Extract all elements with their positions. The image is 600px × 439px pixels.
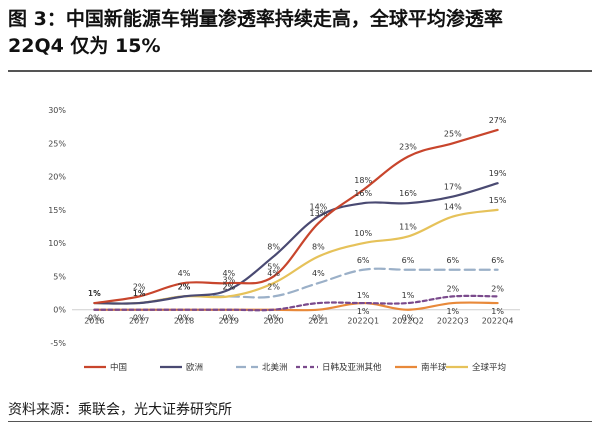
- series-layer: [93, 128, 499, 312]
- y-tick-label: 10%: [48, 239, 66, 248]
- data-label: 17%: [444, 183, 462, 192]
- series-line-0: [93, 128, 499, 305]
- legend-label: 北美洲: [262, 362, 288, 373]
- bottom-divider: [8, 421, 592, 422]
- data-label: 1%: [88, 289, 101, 298]
- data-label: 2%: [133, 282, 146, 291]
- data-label: 6%: [491, 256, 504, 265]
- data-label: 27%: [489, 116, 507, 125]
- data-label: 2%: [178, 282, 191, 291]
- data-label: 14%: [310, 203, 328, 212]
- data-label: 6%: [446, 256, 459, 265]
- data-label: 13%: [310, 209, 328, 218]
- series-line-3: [93, 294, 499, 312]
- data-label: 0%: [88, 314, 101, 323]
- data-label: 1%: [357, 307, 370, 316]
- x-tick-label: 2016: [84, 317, 104, 326]
- data-label: 3%: [222, 276, 235, 285]
- data-label: 19%: [489, 169, 507, 178]
- y-tick-label: 30%: [48, 106, 66, 115]
- data-label: 1%: [357, 291, 370, 300]
- data-label: 6%: [357, 256, 370, 265]
- title-divider: [8, 70, 592, 72]
- series-line-1: [93, 182, 499, 305]
- data-label: 16%: [354, 189, 372, 198]
- data-label: 1%: [88, 289, 101, 298]
- data-label: 1%: [88, 289, 101, 298]
- data-label: 23%: [399, 143, 417, 152]
- data-label: 14%: [444, 203, 462, 212]
- data-label: 2%: [446, 284, 459, 293]
- data-label: 11%: [399, 222, 417, 231]
- data-label: 2%: [178, 282, 191, 291]
- legend-label: 日韩及亚洲其他: [322, 362, 382, 373]
- data-label: 1%: [446, 307, 459, 316]
- data-label: 0%: [402, 314, 415, 323]
- data-label: 25%: [444, 129, 462, 138]
- data-label: 0%: [133, 314, 146, 323]
- data-label: 8%: [267, 242, 280, 251]
- x-tick-label: 2022Q3: [437, 317, 469, 326]
- data-label: 2%: [178, 282, 191, 291]
- x-tick-label: 2019: [219, 317, 239, 326]
- data-label: 4%: [178, 269, 191, 278]
- y-tick-label: 5%: [53, 272, 66, 281]
- data-label: 1%: [402, 291, 415, 300]
- data-label: 2%: [222, 282, 235, 291]
- data-label: 1%: [133, 289, 146, 298]
- data-label: 18%: [354, 176, 372, 185]
- data-label: 1%: [133, 289, 146, 298]
- data-label: 5%: [267, 262, 280, 271]
- x-tick-label: 2022Q1: [347, 317, 379, 326]
- data-label: 1%: [133, 289, 146, 298]
- y-tick-label: 15%: [48, 206, 66, 215]
- data-label: 6%: [402, 256, 415, 265]
- data-label: 15%: [489, 196, 507, 205]
- data-label: 1%: [491, 307, 504, 316]
- chart-title-line1: 图 3：中国新能源车销量渗透率持续走高，全球平均渗透率: [8, 8, 503, 30]
- y-tick-label: 25%: [48, 139, 66, 148]
- x-tick-label: 2017: [129, 317, 149, 326]
- legend-label: 欧洲: [186, 362, 203, 373]
- data-label: 2%: [267, 282, 280, 291]
- x-tick-label: 2021: [308, 317, 328, 326]
- data-label: 0%: [312, 314, 325, 323]
- data-label: 2%: [491, 284, 504, 293]
- legend-label: 中国: [110, 362, 127, 373]
- data-label: 0%: [267, 314, 280, 323]
- legend: 中国 欧洲 北美洲 日韩及亚洲其他 南半球 全球平均: [84, 362, 506, 373]
- data-label: 4%: [222, 269, 235, 278]
- data-label: 8%: [312, 242, 325, 251]
- chart-title-line2: 22Q4 仅为 15%: [8, 35, 161, 57]
- data-label: 4%: [267, 269, 280, 278]
- y-tick-label: -5%: [50, 339, 66, 348]
- data-label-layer: 1%2%4% 4%5%13%18%23%25%27%1% 1%2%3%8%14%16…: [88, 116, 507, 323]
- data-label: 10%: [354, 229, 372, 238]
- x-tick-label: 2018: [174, 317, 194, 326]
- data-label: 0%: [178, 314, 191, 323]
- x-tick-label: 2020: [263, 317, 283, 326]
- y-tick-label: 0%: [53, 306, 66, 315]
- data-label: 4%: [312, 269, 325, 278]
- legend-label: 南半球: [421, 362, 447, 373]
- x-tick-label: 2022Q2: [392, 317, 424, 326]
- chart-title: 图 3：中国新能源车销量渗透率持续走高，全球平均渗透率 22Q4 仅为 15%: [8, 6, 592, 60]
- legend-label: 全球平均: [472, 362, 506, 373]
- source-note: 资料来源：乘联会，光大证券研究所: [8, 402, 232, 418]
- data-label: 2%: [222, 282, 235, 291]
- y-tick-label: 20%: [48, 173, 66, 182]
- data-label: 0%: [222, 314, 235, 323]
- data-label: 16%: [399, 189, 417, 198]
- data-label: 1%: [88, 289, 101, 298]
- x-tick-label: 2022Q4: [482, 317, 514, 326]
